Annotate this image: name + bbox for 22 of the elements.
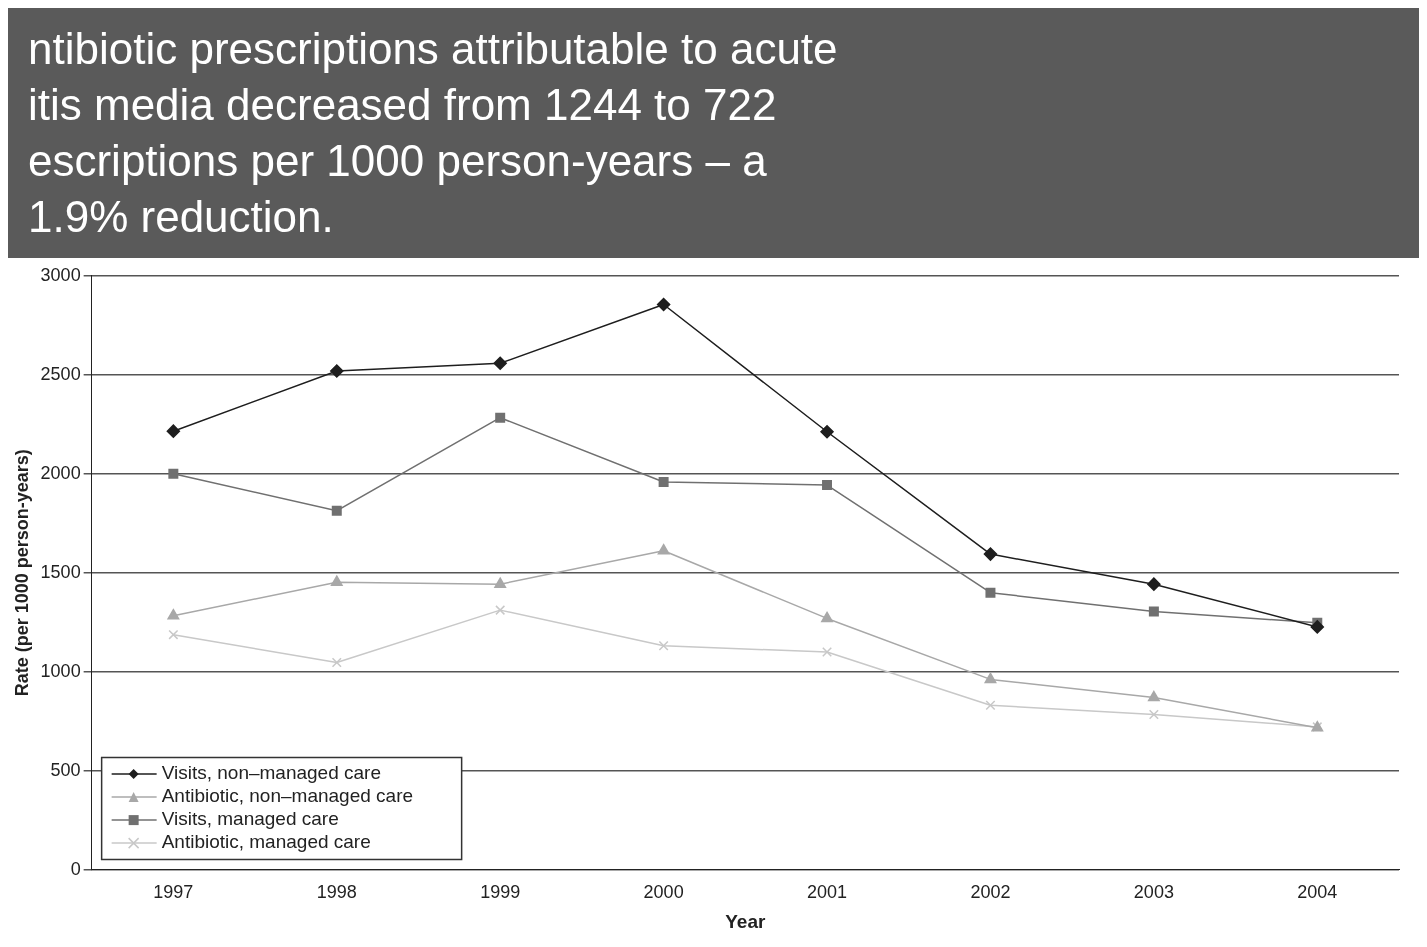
y-tick-label: 2000 bbox=[40, 462, 81, 483]
x-tick-label: 2004 bbox=[1297, 882, 1338, 903]
x-tick-label: 1999 bbox=[480, 882, 521, 903]
legend-label: Visits, managed care bbox=[161, 808, 339, 830]
legend-label: Visits, non–managed care bbox=[161, 762, 381, 784]
y-tick-label: 3000 bbox=[40, 264, 81, 285]
x-tick-label: 2002 bbox=[970, 882, 1011, 903]
x-axis-title: Year bbox=[725, 910, 766, 932]
y-tick-label: 1000 bbox=[40, 660, 81, 681]
y-axis-title: Rate (per 1000 person-years) bbox=[11, 449, 32, 697]
x-tick-label: 1997 bbox=[153, 882, 194, 903]
x-tick-label: 2000 bbox=[643, 882, 684, 903]
y-tick-label: 500 bbox=[50, 759, 81, 780]
legend-label: Antibiotic, non–managed care bbox=[161, 785, 414, 807]
y-tick-label: 1500 bbox=[40, 561, 81, 582]
y-tick-label: 0 bbox=[70, 858, 81, 879]
x-tick-label: 2001 bbox=[807, 882, 848, 903]
legend-label: Antibiotic, managed care bbox=[161, 831, 371, 853]
x-tick-label: 1998 bbox=[316, 882, 357, 903]
y-tick-label: 2500 bbox=[40, 363, 81, 384]
text: ntibiotic prescriptions attributable to acute itis media decreased from 1244 to 722 escriptions per 1000 person-years – a 1.9% reduction. bbox=[8, 8, 1419, 258]
x-tick-label: 2003 bbox=[1133, 882, 1174, 903]
